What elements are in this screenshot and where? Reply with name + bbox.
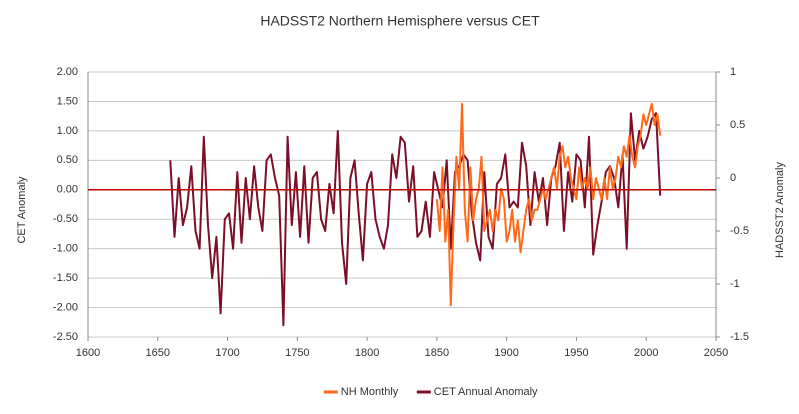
y2-tick-label: 1 xyxy=(730,66,736,78)
x-tick-label: 2000 xyxy=(634,347,658,359)
x-tick-label: 1850 xyxy=(425,347,449,359)
legend-label: NH Monthly xyxy=(341,386,399,398)
y-tick-label: 2.00 xyxy=(57,66,78,78)
y2-tick-label: -1.5 xyxy=(730,331,749,343)
x-tick-label: 1650 xyxy=(146,347,170,359)
y-tick-label: -2.00 xyxy=(53,301,78,313)
series-line xyxy=(435,102,662,307)
x-tick-label: 1900 xyxy=(494,347,518,359)
y-tick-label: -1.50 xyxy=(53,272,78,284)
x-tick-label: 1700 xyxy=(215,347,239,359)
x-tick-label: 1600 xyxy=(76,347,100,359)
y2-tick-label: 0.5 xyxy=(730,119,745,131)
y-tick-label: 1.50 xyxy=(57,95,78,107)
y-tick-label: 0.50 xyxy=(57,154,78,166)
x-tick-label: 2050 xyxy=(704,347,728,359)
y2-axis-label: HADSST2 Anomaly xyxy=(774,162,786,258)
series-line xyxy=(169,112,662,327)
y2-tick-label: 0 xyxy=(730,172,736,184)
y-tick-label: 1.00 xyxy=(57,125,78,137)
y2-tick-label: -1 xyxy=(730,278,740,290)
x-tick-label: 1950 xyxy=(564,347,588,359)
legend-label: CET Annual Anomaly xyxy=(434,386,538,398)
y-tick-label: -2.50 xyxy=(53,331,78,343)
y-tick-label: -0.50 xyxy=(53,213,78,225)
chart-title: HADSST2 Northern Hemisphere versus CET xyxy=(260,13,540,29)
y-tick-label: -1.00 xyxy=(53,243,78,255)
x-tick-label: 1750 xyxy=(285,347,309,359)
y2-tick-label: -0.5 xyxy=(730,225,749,237)
x-tick-label: 1800 xyxy=(355,347,379,359)
y-tick-label: 0.00 xyxy=(57,184,78,196)
y-axis-label: CET Anomaly xyxy=(16,176,28,244)
